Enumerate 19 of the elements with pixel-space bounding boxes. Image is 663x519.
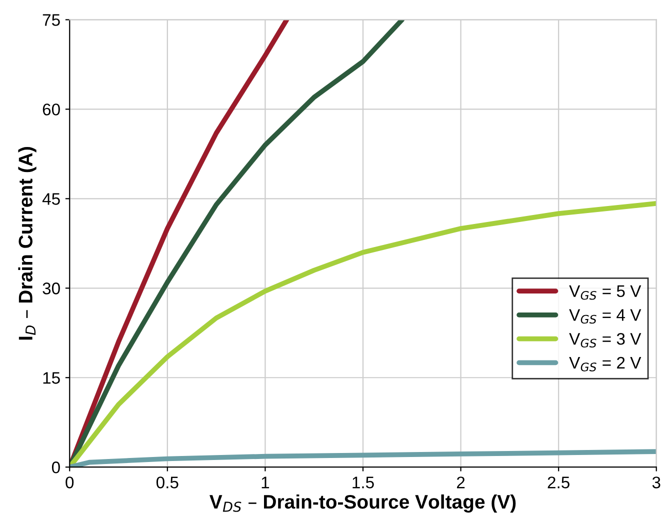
y-tick-label: 30 [42, 282, 60, 294]
legend-label: V$_{GS}$ = 5 V [569, 285, 642, 300]
y-tick-label: 0 [52, 462, 60, 474]
x-tick-label: 0 [66, 476, 74, 488]
y-axis-title: I$_{D}$ – Drain Current (A) [18, 147, 36, 340]
x-tick-label: 1.5 [352, 476, 374, 488]
x-tick-label: 3 [652, 476, 660, 488]
x-tick-label: 2 [456, 476, 465, 488]
legend-label: V$_{GS}$ = 4 V [569, 309, 642, 324]
x-axis-title: V$_{DS}$ – Drain-to-Source Voltage (V) [210, 494, 516, 513]
y-tick-label: 60 [42, 104, 60, 116]
y-tick-label: 45 [42, 193, 60, 205]
x-tick-label: 2.5 [548, 476, 570, 488]
y-tick-label: 75 [42, 14, 60, 26]
legend-label: V$_{GS}$ = 3 V [569, 332, 642, 348]
x-tick-label: 0.5 [156, 476, 178, 488]
legend-label: V$_{GS}$ = 2 V [569, 356, 642, 372]
y-tick-label: 15 [43, 372, 60, 384]
x-tick-label: 1 [262, 476, 270, 488]
